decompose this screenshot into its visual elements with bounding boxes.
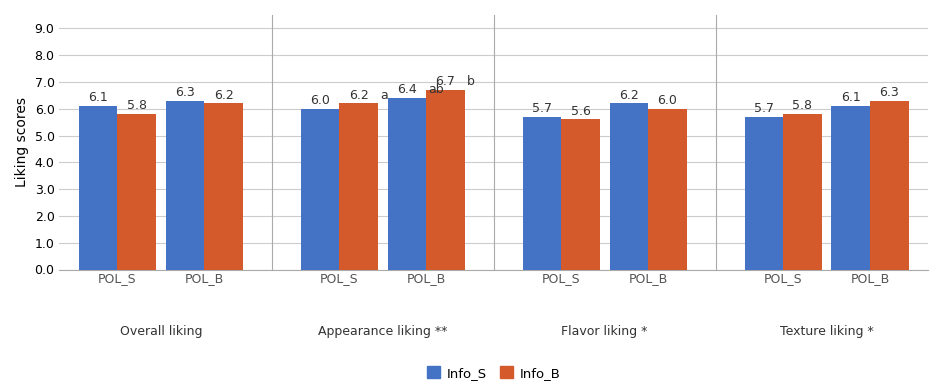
Text: 6.0: 6.0: [310, 94, 330, 107]
Text: 6.2: 6.2: [349, 89, 369, 102]
Bar: [522, 117, 561, 270]
Text: 5.7: 5.7: [532, 102, 552, 115]
Bar: [561, 119, 600, 270]
Y-axis label: Liking scores: Liking scores: [15, 97, 29, 187]
Bar: [339, 104, 378, 270]
Text: ab: ab: [428, 83, 444, 96]
Bar: [870, 101, 909, 270]
Text: 6.2: 6.2: [619, 89, 638, 102]
Bar: [784, 114, 821, 270]
Text: 6.1: 6.1: [88, 91, 108, 104]
Bar: [78, 106, 117, 270]
Bar: [117, 114, 156, 270]
Text: a: a: [380, 89, 388, 102]
Text: Appearance liking **: Appearance liking **: [318, 325, 447, 338]
Text: b: b: [467, 75, 474, 88]
Text: 6.0: 6.0: [657, 94, 677, 107]
Text: 5.7: 5.7: [753, 102, 774, 115]
Text: 6.3: 6.3: [175, 86, 195, 99]
Bar: [166, 101, 205, 270]
Bar: [301, 109, 339, 270]
Bar: [745, 117, 784, 270]
Text: Texture liking *: Texture liking *: [780, 325, 873, 338]
Text: 6.1: 6.1: [841, 91, 861, 104]
Bar: [388, 98, 426, 270]
Text: 6.3: 6.3: [880, 86, 900, 99]
Bar: [648, 109, 687, 270]
Text: Flavor liking *: Flavor liking *: [561, 325, 648, 338]
Text: Overall liking: Overall liking: [120, 325, 202, 338]
Text: 6.2: 6.2: [214, 89, 234, 102]
Bar: [426, 90, 465, 270]
Text: 6.4: 6.4: [397, 83, 417, 96]
Bar: [832, 106, 870, 270]
Bar: [205, 104, 243, 270]
Text: 5.8: 5.8: [126, 99, 147, 112]
Text: 5.6: 5.6: [571, 105, 590, 117]
Legend: Info_S, Info_B: Info_S, Info_B: [422, 361, 566, 385]
Text: 5.8: 5.8: [792, 99, 813, 112]
Text: 6.7: 6.7: [436, 75, 455, 88]
Bar: [609, 104, 648, 270]
